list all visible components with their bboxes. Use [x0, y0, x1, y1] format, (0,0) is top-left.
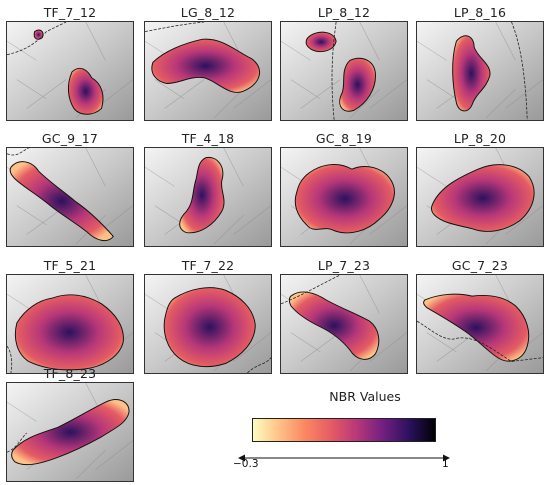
boundary-line — [7, 148, 29, 156]
hillshade-map — [6, 382, 134, 482]
panel-title: TF_4_18 — [181, 131, 235, 146]
boundary-line — [281, 275, 341, 305]
ridge-lines — [145, 22, 271, 119]
map-panel-tf-7-22: TF_7_22 — [144, 258, 272, 374]
hillshade-map — [280, 147, 408, 247]
map-panel-lp-8-12: LP_8_12 — [280, 5, 408, 121]
panel-title: GC_8_19 — [315, 131, 373, 146]
hillshade-map — [144, 21, 272, 121]
ridge-lines — [7, 22, 133, 119]
hillshade-map — [280, 274, 408, 374]
terrain-background — [7, 22, 133, 120]
ridge-lines — [281, 22, 407, 119]
panel-title: TF_7_22 — [181, 258, 235, 273]
panel-title: LP_8_16 — [453, 5, 507, 20]
hillshade-map — [416, 274, 544, 374]
boundary-line — [331, 22, 337, 120]
map-panel-lp-8-20: LP_8_20 — [416, 131, 544, 247]
map-panel-tf-7-12: TF_7_12 — [6, 5, 134, 121]
burn-area — [423, 293, 530, 362]
burn-area — [9, 161, 114, 242]
colorbar-axis-arrow — [238, 454, 450, 462]
map-panel-lg-8-12: LG_8_12 — [144, 5, 272, 121]
hillshade-map — [416, 21, 544, 121]
hillshade-map — [6, 147, 134, 247]
hillshade-map — [6, 21, 134, 121]
map-panel-gc-7-23: GC_7_23 — [416, 258, 544, 374]
panel-title: TF_8_23 — [43, 366, 97, 381]
panel-title: LG_8_12 — [180, 5, 236, 20]
burn-area — [179, 157, 225, 234]
boundary-line — [145, 22, 205, 32]
map-panel-gc-9-17: GC_9_17 — [6, 131, 134, 247]
boundary-line — [7, 432, 27, 453]
map-panel-tf-8-23: TF_8_23 — [6, 366, 134, 482]
burn-area — [67, 67, 104, 115]
burn-area — [11, 399, 130, 466]
panel-title: LP_8_12 — [317, 5, 371, 20]
burn-area — [288, 291, 380, 360]
hillshade-map — [6, 274, 134, 374]
burn-area — [452, 35, 491, 112]
nbr-colorbar — [252, 418, 436, 442]
burn-area — [151, 38, 261, 93]
burn-area — [339, 57, 376, 112]
boundary-line — [247, 357, 271, 373]
panel-title: TF_7_12 — [43, 5, 97, 20]
burn-area — [430, 164, 535, 232]
hillshade-map — [144, 147, 272, 247]
hillshade-map — [280, 21, 408, 121]
map-panel-tf-4-18: TF_4_18 — [144, 131, 272, 247]
panel-title: LP_7_23 — [317, 258, 371, 273]
legend-title: NBR Values — [329, 389, 401, 404]
burn-area — [14, 294, 124, 371]
colorbar-max-label: 1 — [442, 458, 449, 470]
panel-title: LP_8_20 — [453, 131, 507, 146]
boundary-line — [511, 22, 528, 120]
boundary-line — [7, 22, 67, 56]
map-panel-gc-8-19: GC_8_19 — [280, 131, 408, 247]
burn-area — [305, 31, 337, 53]
map-panel-lp-8-16: LP_8_16 — [416, 5, 544, 121]
boundary-line — [7, 345, 13, 373]
hillshade-map — [416, 147, 544, 247]
boundary-line — [417, 320, 543, 362]
panel-title: GC_7_23 — [451, 258, 509, 273]
hillshade-map — [144, 274, 272, 374]
map-panel-tf-5-21: TF_5_21 — [6, 258, 134, 374]
colorbar-min-label: −0.3 — [233, 458, 259, 470]
burn-area — [33, 29, 44, 40]
panel-title: TF_5_21 — [43, 258, 97, 273]
burn-area — [163, 287, 256, 368]
map-panel-lp-7-23: LP_7_23 — [280, 258, 408, 374]
panel-title: GC_9_17 — [41, 131, 99, 146]
burn-area — [294, 164, 395, 234]
